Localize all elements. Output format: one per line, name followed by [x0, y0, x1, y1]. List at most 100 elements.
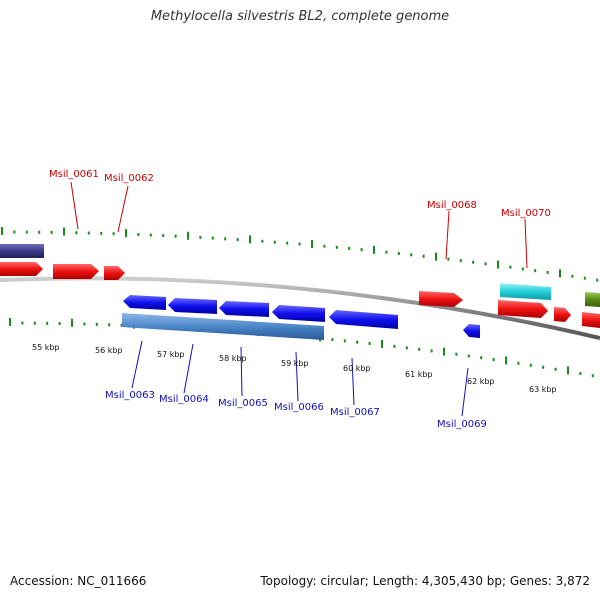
gene-msil-0068[interactable] [419, 291, 463, 307]
gene-label-msil-0064[interactable]: Msil_0064 [159, 394, 209, 405]
gene-msil-0064[interactable] [168, 298, 217, 314]
minor-tick [21, 321, 24, 325]
minor-tick [467, 354, 470, 358]
minor-tick [120, 323, 123, 327]
gene-msil-0067[interactable] [329, 310, 398, 329]
minor-tick [331, 338, 334, 342]
minor-tick [397, 251, 400, 255]
minor-tick [405, 346, 408, 350]
major-tick [125, 229, 127, 238]
gene-msil-0066[interactable] [272, 305, 325, 322]
minor-tick [286, 241, 289, 245]
gene-red-fwd[interactable] [0, 262, 43, 276]
major-tick [567, 366, 569, 375]
major-tick [311, 240, 313, 249]
minor-tick [554, 367, 557, 371]
minor-tick [58, 322, 61, 326]
minor-tick [50, 230, 53, 234]
minor-tick [149, 233, 152, 237]
gene-msil-0062[interactable] [104, 266, 125, 280]
genome-summary-text: Topology: circular; Length: 4,305,430 bp… [260, 574, 590, 588]
minor-tick [410, 253, 413, 257]
minor-tick [459, 259, 462, 263]
gene-label-msil-0062[interactable]: Msil_0062 [104, 173, 154, 184]
gene-label-msil-0066[interactable]: Msil_0066 [274, 402, 324, 413]
accession-text: Accession: NC_011666 [10, 574, 147, 588]
gene-msil-0070[interactable] [498, 300, 548, 318]
gene-label-msil-0063[interactable]: Msil_0063 [105, 390, 155, 401]
gene-navy-left[interactable] [0, 244, 44, 258]
minor-tick [348, 246, 351, 250]
gene-light-band[interactable] [122, 313, 324, 340]
minor-tick [529, 363, 532, 367]
leader-lines [70, 181, 528, 417]
scale-label: 60 kbp [343, 364, 371, 373]
minor-tick [83, 322, 86, 326]
gene-olive[interactable] [585, 292, 600, 307]
gene-msil-0065[interactable] [219, 301, 269, 317]
gene-red-right[interactable] [582, 312, 600, 328]
major-tick [63, 227, 65, 236]
major-tick [187, 231, 189, 240]
gene-msil-0069[interactable] [463, 324, 480, 338]
minor-tick [591, 374, 594, 378]
minor-tick [199, 235, 202, 239]
minor-tick [273, 240, 276, 244]
minor-tick [455, 352, 458, 356]
major-tick [497, 260, 499, 269]
minor-tick [46, 321, 49, 325]
minor-tick [298, 242, 301, 246]
major-tick [505, 356, 507, 365]
minor-tick [579, 372, 582, 376]
major-tick [71, 318, 73, 327]
gene-label-msil-0070[interactable]: Msil_0070 [501, 208, 551, 219]
minor-tick [162, 234, 165, 238]
gene-label-msil-0067[interactable]: Msil_0067 [330, 407, 380, 418]
minor-tick [422, 254, 425, 258]
minor-tick [571, 274, 574, 278]
minor-tick [100, 231, 103, 235]
gene-label-msil-0069[interactable]: Msil_0069 [437, 419, 487, 430]
minor-tick [583, 276, 586, 280]
scale-label: 63 kbp [529, 385, 557, 394]
minor-tick [480, 356, 483, 360]
minor-tick [534, 269, 537, 273]
minor-tick [108, 323, 111, 327]
gene-red-small[interactable] [554, 307, 571, 322]
gene-label-msil-0068[interactable]: Msil_0068 [427, 200, 477, 211]
minor-tick [137, 233, 140, 237]
gene-msil-0061[interactable] [53, 264, 99, 279]
gene-label-msil-0061[interactable]: Msil_0061 [49, 169, 99, 180]
minor-tick [517, 361, 520, 365]
scale-label: 55 kbp [32, 343, 60, 352]
minor-tick [33, 321, 36, 325]
minor-tick [521, 267, 524, 271]
outer-tick-row [1, 227, 599, 282]
reverse-strand-genes [122, 295, 480, 340]
minor-tick [360, 248, 363, 252]
major-tick [249, 235, 251, 244]
major-tick [443, 347, 445, 356]
forward-gene-labels: Msil_0061 Msil_0062 Msil_0068 Msil_0070 [49, 169, 551, 219]
gene-label-msil-0065[interactable]: Msil_0065 [218, 398, 268, 409]
scale-labels: 55 kbp 56 kbp 57 kbp 58 kbp 59 kbp 60 kb… [32, 343, 557, 394]
gene-cyan[interactable] [500, 283, 551, 300]
scale-label: 58 kbp [219, 354, 247, 363]
major-tick [373, 245, 375, 254]
minor-tick [261, 239, 264, 243]
minor-tick [385, 250, 388, 254]
major-tick [559, 269, 561, 278]
minor-tick [356, 340, 359, 344]
minor-tick [546, 270, 549, 274]
forward-strand-genes [0, 244, 600, 328]
minor-tick [596, 278, 599, 282]
major-tick [1, 227, 3, 236]
genome-title: Methylocella silvestris BL2, complete ge… [150, 9, 450, 24]
gene-msil-0063[interactable] [123, 295, 166, 310]
minor-tick [323, 244, 326, 248]
minor-tick [368, 341, 371, 345]
minor-tick [509, 265, 512, 269]
minor-tick [224, 237, 227, 241]
minor-tick [25, 230, 28, 234]
